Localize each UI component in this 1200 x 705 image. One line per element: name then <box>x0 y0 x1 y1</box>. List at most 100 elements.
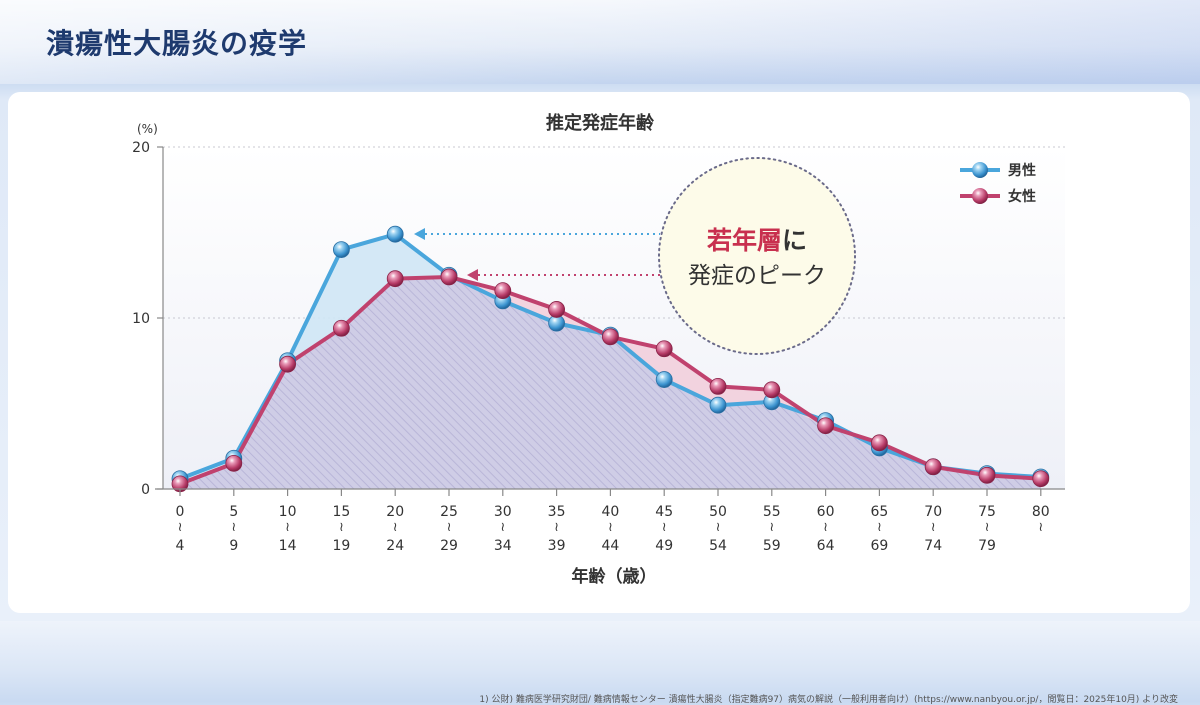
female-data-point <box>763 381 781 399</box>
x-tick-label: 5≀ 9 <box>229 504 238 554</box>
svg-text:≀: ≀ <box>823 520 828 535</box>
svg-text:79: 79 <box>978 538 996 554</box>
y-ticks: 0 10 20 <box>132 140 163 498</box>
svg-text:75: 75 <box>978 504 996 520</box>
svg-text:≀: ≀ <box>339 520 344 535</box>
svg-text:80: 80 <box>1032 504 1050 520</box>
svg-text:64: 64 <box>817 538 835 554</box>
legend-label: 女性 <box>1008 188 1036 205</box>
svg-text:4: 4 <box>176 538 185 554</box>
svg-text:≀: ≀ <box>662 520 667 535</box>
x-tick-label: 25≀ 29 <box>440 504 458 554</box>
callout-highlight: 若年層 <box>706 226 782 255</box>
svg-text:45: 45 <box>655 504 673 520</box>
y-tick-label: 10 <box>132 311 150 327</box>
legend-item-male: 男性 <box>960 162 1036 179</box>
svg-text:≀: ≀ <box>554 520 559 535</box>
legend-label: 男性 <box>1008 162 1036 179</box>
x-tick-label: 65≀ 69 <box>870 504 888 554</box>
female-data-point <box>279 355 297 373</box>
svg-text:≀: ≀ <box>716 520 721 535</box>
svg-text:5: 5 <box>229 504 238 520</box>
svg-text:≀: ≀ <box>393 520 398 535</box>
female-data-point <box>548 301 565 318</box>
svg-text:≀: ≀ <box>178 520 183 535</box>
svg-text:≀: ≀ <box>447 520 452 535</box>
series-lines <box>171 225 1050 493</box>
svg-text:若年層に: 若年層に <box>706 226 807 255</box>
x-tick-label: 50≀ 54 <box>709 504 727 554</box>
chart-title: 推定発症年齢 <box>546 112 655 134</box>
svg-text:60: 60 <box>817 504 835 520</box>
overlap-area <box>180 276 1041 489</box>
male-data-point <box>332 241 350 259</box>
x-tick-label: 40≀ 44 <box>601 504 619 554</box>
svg-text:≀: ≀ <box>285 520 290 535</box>
female-data-point <box>871 434 888 452</box>
female-data-point <box>817 417 834 435</box>
svg-text:35: 35 <box>548 504 566 520</box>
female-data-point <box>494 282 512 300</box>
svg-text:19: 19 <box>332 538 350 554</box>
svg-text:39: 39 <box>548 538 566 554</box>
svg-text:≀: ≀ <box>1038 520 1043 535</box>
page-title: 潰瘍性大腸炎の疫学 <box>46 27 308 60</box>
x-tick-label: 60≀ 64 <box>817 504 835 554</box>
female-data-point <box>924 458 942 476</box>
x-axis-label: 年齢（歳） <box>572 566 657 587</box>
callout-bubble: 若年層に 発症のピーク <box>658 157 856 355</box>
svg-text:59: 59 <box>763 538 781 554</box>
svg-text:≀: ≀ <box>500 520 505 535</box>
male-data-point <box>709 396 727 414</box>
svg-text:54: 54 <box>709 538 727 554</box>
svg-text:65: 65 <box>870 504 888 520</box>
svg-text:≀: ≀ <box>985 520 990 535</box>
female-data-point <box>655 340 673 358</box>
legend-marker-icon <box>972 188 988 204</box>
y-tick-label: 20 <box>132 140 150 156</box>
svg-text:24: 24 <box>386 538 404 554</box>
svg-text:34: 34 <box>494 538 512 554</box>
svg-text:30: 30 <box>494 504 512 520</box>
svg-text:10: 10 <box>279 504 297 520</box>
svg-text:50: 50 <box>709 504 727 520</box>
female-data-point <box>440 268 458 286</box>
female-data-point <box>332 319 350 337</box>
female-data-point <box>386 270 404 288</box>
female-data-point <box>602 328 619 346</box>
svg-text:70: 70 <box>924 504 942 520</box>
callout-line1-rest: に <box>782 226 807 255</box>
svg-text:15: 15 <box>332 504 350 520</box>
x-tick-label: 20≀ 24 <box>386 504 404 554</box>
x-ticks: 0≀45≀910≀1415≀1920≀2425≀2930≀3435≀3940≀4… <box>176 489 1050 554</box>
female-data-point <box>1032 470 1050 488</box>
female-data-point <box>978 466 996 484</box>
male-data-point <box>386 225 404 243</box>
callout-arrows <box>414 228 660 281</box>
svg-text:9: 9 <box>229 538 238 554</box>
svg-text:25: 25 <box>440 504 458 520</box>
female-data-point <box>225 454 243 472</box>
x-tick-label: 15≀ 19 <box>332 504 350 554</box>
svg-text:≀: ≀ <box>931 520 936 535</box>
female-peak-arrow-icon <box>467 269 478 281</box>
svg-text:20: 20 <box>386 504 404 520</box>
svg-text:29: 29 <box>440 538 458 554</box>
chart-card: 0 10 20 0 ≀ 4 5 ≀ 9 10 ≀ 14 15 ≀ 19 20 ≀ 24 25 ≀ 29 30 ≀ 34 35 ≀… <box>8 92 1190 705</box>
y-tick-label: 0 <box>141 482 150 498</box>
svg-text:≀: ≀ <box>608 520 613 535</box>
legend-marker-icon <box>972 162 988 178</box>
source-footnote: 1) 公財) 難病医学研究財団/ 難病情報センター 潰瘍性大腸炎（指定難病97）… <box>479 695 1178 705</box>
svg-text:40: 40 <box>601 504 619 520</box>
callout-line2: 発症のピーク <box>688 263 826 289</box>
svg-text:≀: ≀ <box>231 520 236 535</box>
page-header: 潰瘍性大腸炎の疫学 <box>0 0 1200 84</box>
svg-text:49: 49 <box>655 538 673 554</box>
male-peak-arrow-icon <box>414 228 425 240</box>
svg-text:55: 55 <box>763 504 781 520</box>
x-tick-label: 10≀ 14 <box>279 504 297 554</box>
svg-text:≀: ≀ <box>769 520 774 535</box>
male-data-point <box>655 371 673 388</box>
